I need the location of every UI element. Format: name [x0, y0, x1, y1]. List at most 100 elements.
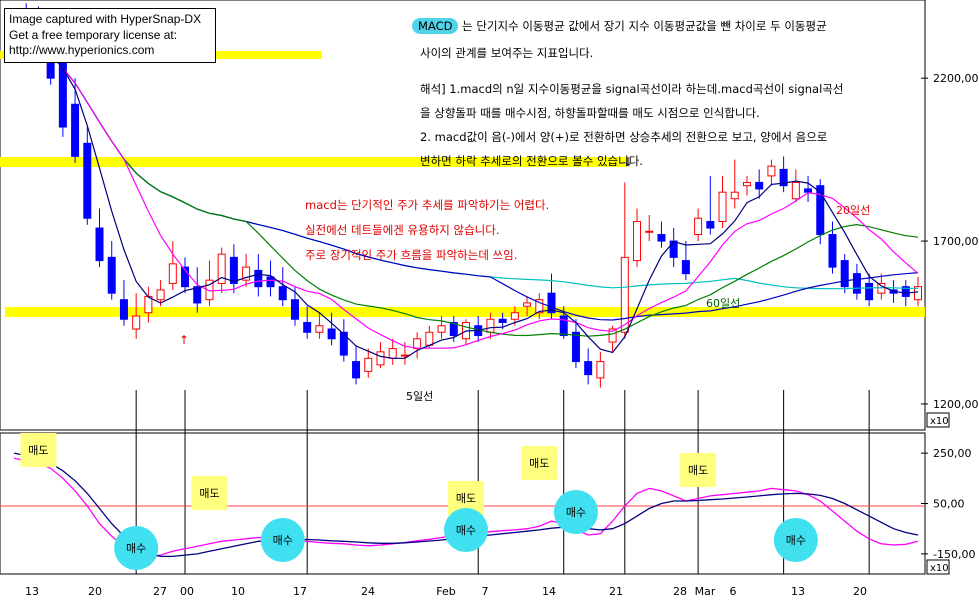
- price-tick-label: 1200,00: [933, 398, 979, 411]
- x-axis-label: 27: [153, 585, 167, 598]
- interpretation-line2: 을 상향돌파 때를 매수시점, 하향돌파할때를 매도 시점으로 인식합니다.: [420, 106, 760, 120]
- candle-body: [596, 361, 605, 379]
- candle-body: [779, 168, 788, 187]
- x-axis-label: 6: [730, 585, 737, 598]
- x-axis-label: 10: [231, 585, 245, 598]
- ma60-line: [13, 43, 919, 337]
- buy-signal-label: 매수: [566, 506, 586, 519]
- buy-signal-circle: [553, 490, 598, 534]
- candle-body: [681, 260, 690, 275]
- ma5-label: 5일선: [406, 390, 434, 403]
- candle-body: [559, 315, 568, 337]
- highlight-band-bottom: [5, 307, 925, 317]
- buy-signal-label: 매수: [126, 542, 146, 555]
- candle-body: [694, 217, 703, 236]
- watermark-line1: Image captured with HyperSnap-DX: [9, 12, 202, 26]
- candle-body: [229, 256, 238, 284]
- macd-description-line1-text: 는 단기지수 이동평균 값에서 장기 지수 이동평균값을 뺀 차이로 두 이동평…: [462, 19, 827, 33]
- red-note-line3: 주로 장기적인 주가 흐름을 파악하는데 쓰임.: [305, 248, 518, 262]
- candle-body: [571, 331, 580, 363]
- candle-body: [706, 221, 715, 229]
- ma20-line: [13, 43, 919, 349]
- candle-body: [608, 328, 617, 343]
- red-note-line2: 실전에선 데트들에겐 유용하지 않습니다.: [305, 223, 500, 237]
- buy-signal-label: 매수: [273, 534, 293, 547]
- candle-body: [107, 256, 116, 294]
- candle-body: [657, 234, 666, 242]
- ma20-label: 20일선: [836, 204, 871, 217]
- hypersnap-watermark: Image captured with HyperSnap-DX Get a f…: [4, 8, 216, 63]
- x-axis-label: 00: [180, 585, 194, 598]
- sell-signal-box: [680, 453, 717, 487]
- candle-body: [865, 282, 874, 301]
- candle-body: [535, 299, 544, 314]
- candle-body: [290, 299, 299, 320]
- buy-signal-circle: [260, 518, 305, 562]
- buy-signal-circle: [773, 518, 818, 562]
- candle-body: [425, 331, 434, 346]
- candle-body: [132, 315, 141, 330]
- candle-body: [303, 322, 312, 333]
- macd-description-line1: MACD 는 단기지수 이동평균 값에서 장기 지수 이동평균값을 뺀 차이로 …: [412, 18, 827, 34]
- candle-body: [914, 286, 922, 301]
- candle-body: [755, 181, 764, 190]
- x-axis-label: Feb: [436, 585, 455, 598]
- candle-body: [730, 191, 739, 200]
- sell-signal-box: [521, 446, 558, 480]
- candle-body: [242, 266, 251, 281]
- candle-body: [510, 312, 519, 320]
- candle-body: [156, 289, 165, 301]
- candle-body: [645, 230, 654, 233]
- x-axis-label: Mar: [695, 585, 716, 598]
- candle-body: [828, 234, 837, 268]
- interpretation-line4: 변하면 하락 추세로의 전환으로 볼수 있습니다.: [420, 154, 643, 168]
- x-axis-label: 13: [791, 585, 805, 598]
- interpretation-line3: 2. macd값이 음(-)에서 양(+)로 전환하면 상승추세의 전환으로 보…: [420, 130, 828, 144]
- candle-body: [364, 357, 373, 372]
- candle-body: [339, 331, 348, 356]
- macd-tick-label: 50,00: [933, 498, 965, 511]
- buy-signal-label: 매수: [786, 534, 806, 547]
- macd-unit-box: [926, 559, 950, 575]
- candle-body: [901, 286, 910, 297]
- sell-signal-box: [20, 433, 57, 467]
- buy-arrow-icon: ↑: [179, 333, 189, 347]
- macd-highlight-label: MACD: [412, 18, 459, 34]
- macd-description-line2: 사이의 관계를 보여주는 지표입니다.: [420, 46, 594, 60]
- candle-body: [376, 351, 385, 366]
- candle-body: [388, 348, 397, 359]
- candle-body: [95, 227, 104, 262]
- sell-signal-label: 매도: [529, 457, 549, 470]
- candle-body: [217, 253, 226, 284]
- candle-body: [352, 361, 361, 379]
- buy-signal-label: 매수: [456, 524, 476, 537]
- sell-signal-label: 매도: [456, 492, 476, 505]
- sell-signal-box: [191, 476, 228, 510]
- x-axis-label: 24: [361, 585, 375, 598]
- candle-body: [584, 361, 593, 376]
- candle-body: [327, 328, 336, 340]
- candle-body: [266, 276, 275, 288]
- candle-body: [278, 286, 287, 301]
- highlight-band-middle: [0, 157, 630, 167]
- x-axis-label: 14: [542, 585, 556, 598]
- x-axis-label: 20: [853, 585, 867, 598]
- ma60-label: 60일선: [706, 297, 741, 310]
- price-tick-label: 1700,00: [933, 235, 979, 248]
- macd-tick-label: 250,00: [933, 447, 972, 460]
- x-axis-label: 17: [293, 585, 307, 598]
- candle-body: [804, 188, 813, 193]
- watermark-line3: http://www.hyperionics.com: [9, 43, 155, 57]
- candle-body: [498, 318, 507, 324]
- x-axis-label: 13: [25, 585, 39, 598]
- sell-signal-label: 매도: [688, 464, 708, 477]
- candle-body: [669, 240, 678, 258]
- interpretation-line1: 해석] 1.macd의 n일 지수이동평균을 signal곡선이라 하는데.ma…: [420, 82, 844, 96]
- ma5-line: [13, 43, 919, 359]
- buy-signal-circle: [114, 526, 159, 570]
- sell-arrow-icon: ↓: [623, 155, 633, 169]
- candle-body: [852, 273, 861, 294]
- red-note-line1: macd는 단기적인 주가 추세를 파악하기는 어렵다.: [305, 198, 550, 212]
- candle-body: [449, 322, 458, 337]
